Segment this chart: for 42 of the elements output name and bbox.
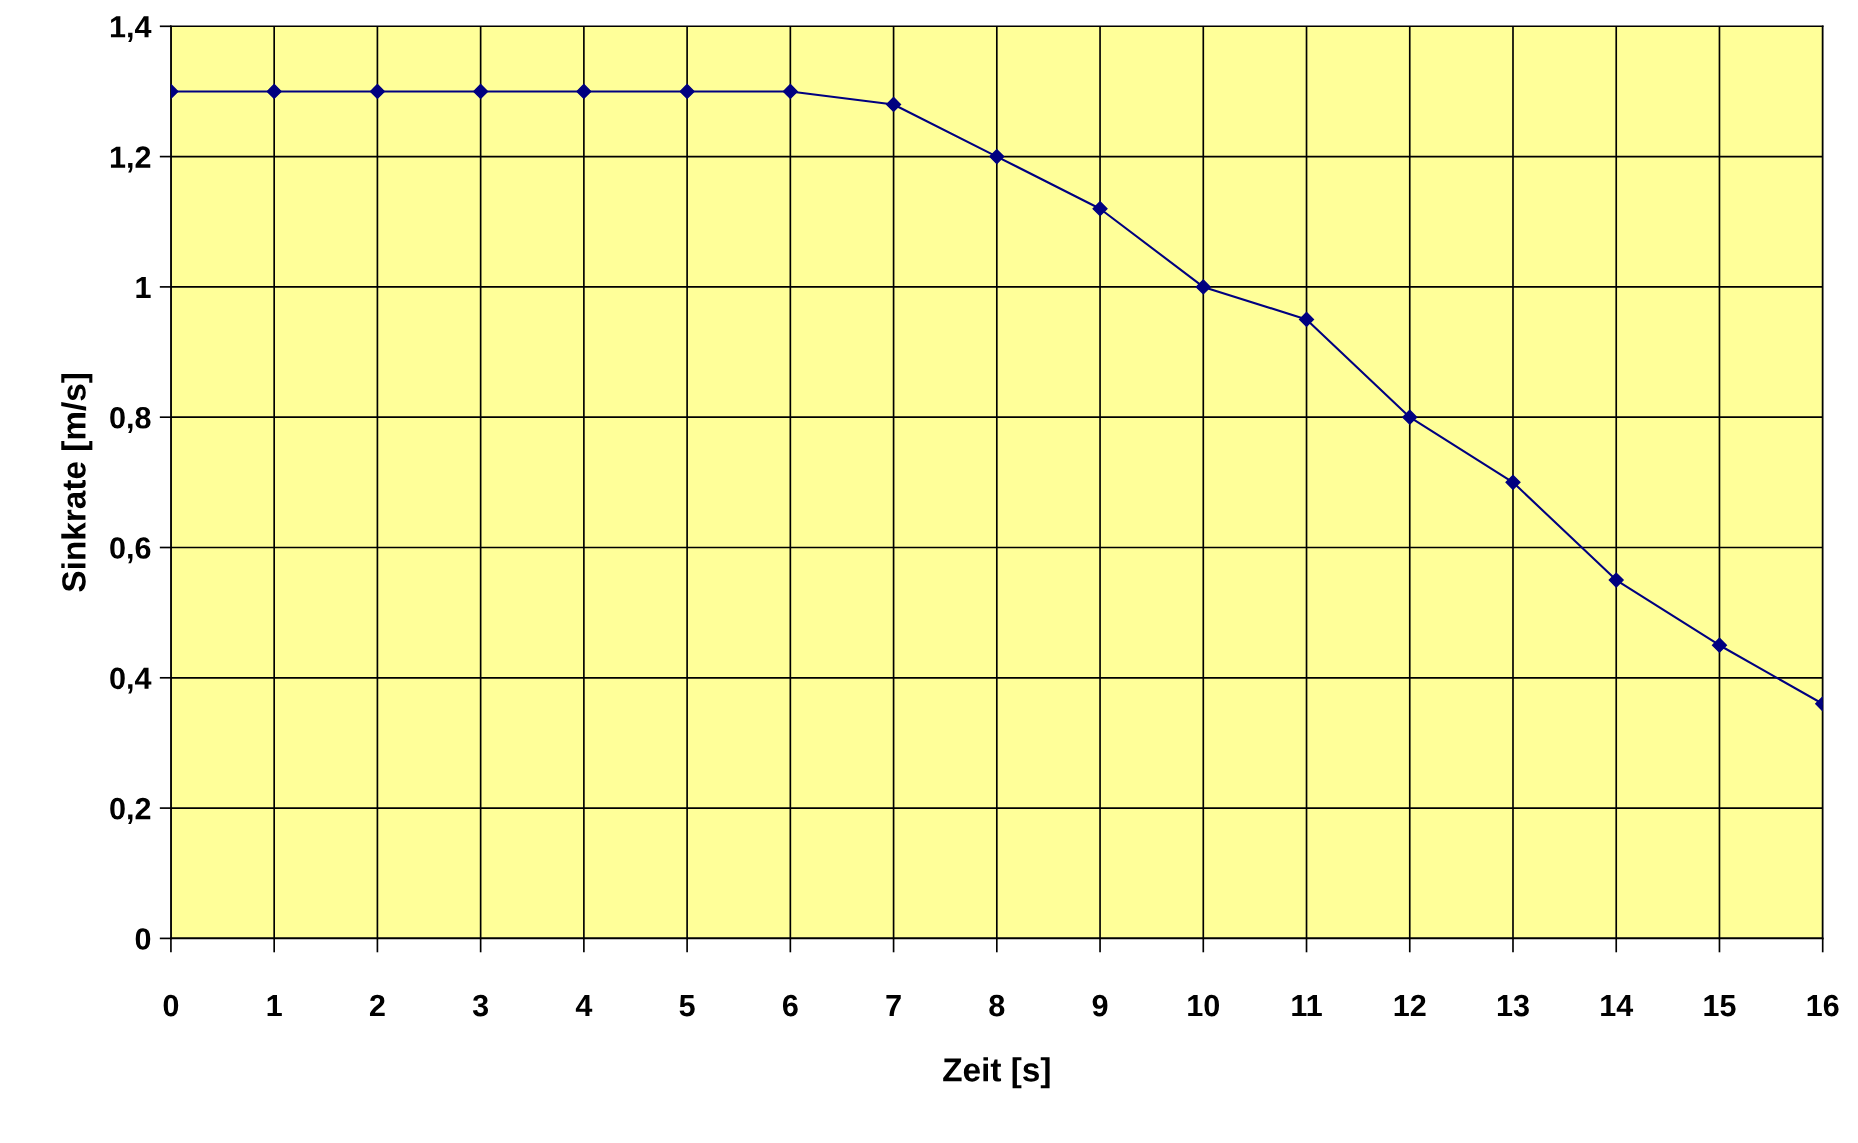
point xyxy=(1711,637,1728,653)
y-tick-label: 0 xyxy=(135,928,151,950)
x-tick-label: 8 xyxy=(989,994,1005,1017)
y-tick-label: 1,2 xyxy=(110,146,151,173)
x-tick-label: 9 xyxy=(1092,994,1108,1017)
point xyxy=(989,149,1005,165)
x-tick-label: 11 xyxy=(1292,995,1322,1017)
y-tick-label: 1 xyxy=(136,276,151,298)
point xyxy=(369,83,385,100)
y-axis-title: Sinkrate [m/s] xyxy=(61,373,93,592)
y-tick-label: 0,2 xyxy=(110,797,151,824)
point xyxy=(1402,409,1418,425)
x-tick-label: 13 xyxy=(1497,994,1529,1017)
point xyxy=(1092,201,1108,217)
point xyxy=(886,96,902,113)
x-tick-label: 14 xyxy=(1601,995,1634,1017)
point xyxy=(679,83,695,100)
point xyxy=(1505,474,1521,490)
point xyxy=(1298,311,1315,328)
x-tick-label: 2 xyxy=(369,994,385,1017)
x-tick-label: 12 xyxy=(1394,994,1426,1017)
x-tick-label: 5 xyxy=(679,995,695,1017)
point xyxy=(576,83,592,100)
y-tick-label: 1,4 xyxy=(110,16,152,43)
x-tick-label: 10 xyxy=(1188,994,1220,1017)
x-tick-label: 0 xyxy=(163,994,179,1017)
y-tick-label: 0,6 xyxy=(110,537,151,564)
x-tick-label: 7 xyxy=(886,995,901,1017)
x-tick-label: 4 xyxy=(575,995,593,1017)
point xyxy=(266,83,282,100)
x-tick-label: 6 xyxy=(782,994,798,1017)
x-tick-label: 16 xyxy=(1807,994,1839,1017)
point xyxy=(473,83,489,100)
x-axis-title: Zeit [s] xyxy=(943,1057,1050,1089)
x-tick-label: 1 xyxy=(267,995,282,1017)
y-tick-label: 0,4 xyxy=(110,667,152,694)
y-tick-label: 0,8 xyxy=(110,406,151,433)
point xyxy=(1608,572,1624,588)
point xyxy=(1195,279,1211,295)
x-tick-label: 3 xyxy=(472,994,489,1017)
x-tick-label: 15 xyxy=(1704,995,1736,1017)
point xyxy=(782,83,798,100)
